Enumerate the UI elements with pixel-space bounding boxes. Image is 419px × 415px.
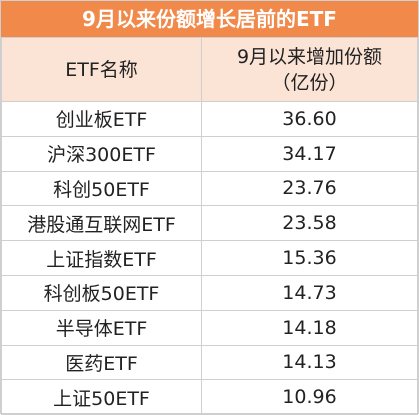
share-increase: 14.13 — [201, 344, 418, 381]
etf-name: 科创50ETF — [1, 170, 202, 207]
table: ETF名称 9月以来增加份额 （亿份） 创业板ETF 36.60 沪深300ETF 3… — [1, 37, 418, 415]
share-increase: 10.96 — [201, 379, 418, 415]
table-row: 科创50ETF 23.76 — [1, 170, 418, 207]
etf-name: 上证50ETF — [1, 379, 202, 415]
table-body: 创业板ETF 36.60 沪深300ETF 34.17 科创50ETF 23.76 港股通互… — [1, 101, 418, 415]
table-row: 科创板50ETF 14.73 — [1, 274, 418, 311]
etf-name: 沪深300ETF — [1, 135, 202, 172]
share-increase: 36.60 — [201, 101, 418, 137]
share-increase: 14.73 — [201, 274, 418, 311]
etf-name: 上证指数ETF — [1, 240, 202, 276]
table-row: 医药ETF 14.13 — [1, 344, 418, 381]
table-row: 港股通互联网ETF 23.58 — [1, 205, 418, 242]
table-row: 沪深300ETF 34.17 — [1, 135, 418, 172]
etf-name: 港股通互联网ETF — [1, 205, 202, 242]
etf-name: 半导体ETF — [1, 309, 202, 346]
table-row: 创业板ETF 36.60 — [1, 101, 418, 137]
header-line: （亿份） — [271, 71, 348, 94]
share-increase: 15.36 — [201, 240, 418, 276]
share-increase: 14.18 — [201, 309, 418, 346]
header-cell: 9月以来增加份额 （亿份） — [201, 37, 418, 102]
share-increase: 23.58 — [201, 205, 418, 242]
etf-name: 创业板ETF — [1, 101, 202, 137]
table-title: 9月以来份额增长居前的ETF — [1, 1, 418, 37]
header-cell: ETF名称 — [1, 37, 202, 102]
table-row: 上证指数ETF 15.36 — [1, 240, 418, 276]
share-increase: 23.76 — [201, 170, 418, 207]
header-line: 9月以来增加份额 — [236, 45, 383, 68]
header-row: ETF名称 9月以来增加份额 （亿份） — [1, 37, 418, 102]
table-row: 半导体ETF 14.18 — [1, 309, 418, 346]
share-increase: 34.17 — [201, 135, 418, 172]
table-row: 上证50ETF 10.96 — [1, 379, 418, 415]
etf-name: 科创板50ETF — [1, 274, 202, 311]
etf-name: 医药ETF — [1, 344, 202, 381]
